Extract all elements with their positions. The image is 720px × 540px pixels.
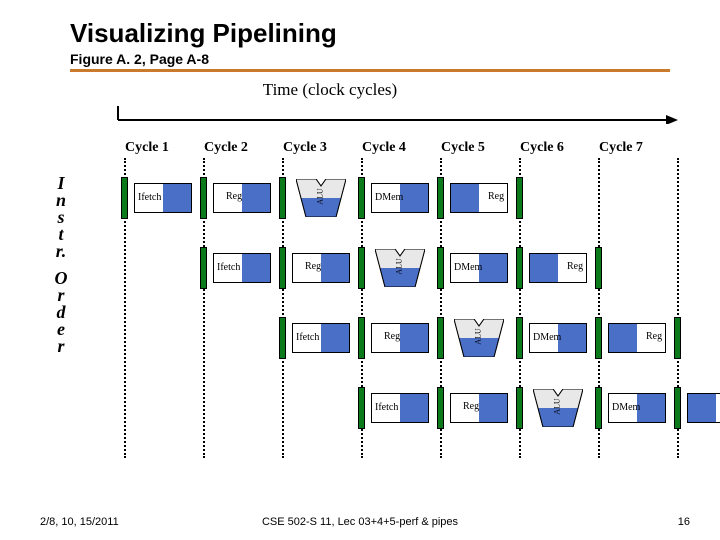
stage-reg-write: Reg: [440, 173, 519, 223]
stage-alu: ALU: [519, 383, 598, 433]
time-label: Time (clock cycles): [120, 80, 540, 100]
cycle-header: Cycle 5: [441, 140, 520, 156]
stage-reg-read: Reg: [203, 173, 282, 223]
stage-reg-read: Reg: [440, 383, 519, 433]
stage-reg-read: Reg: [282, 243, 361, 293]
time-axis-arrow: [110, 100, 680, 124]
stage-dmem: DMem: [519, 313, 598, 363]
stage-ifetch: Ifetch: [361, 383, 440, 433]
stage-reg-write: Reg: [598, 313, 677, 363]
stage-ifetch: Ifetch: [203, 243, 282, 293]
instruction-row: IfetchRegALUDMemReg: [110, 243, 700, 293]
stage-ifetch: Ifetch: [282, 313, 361, 363]
cycle-header: Cycle 3: [283, 140, 362, 156]
stage-alu: ALU: [282, 173, 361, 223]
stage-dmem: DMem: [361, 173, 440, 223]
pipeline-diagram: IfetchRegALUDMemRegIfetchRegALUDMemRegIf…: [110, 158, 700, 468]
cycle-header: Cycle 4: [362, 140, 441, 156]
instruction-row: IfetchRegALUDMemReg: [110, 173, 700, 223]
footer-page-num: 16: [678, 516, 690, 528]
cycle-header: Cycle 1: [125, 140, 204, 156]
stage-ifetch: Ifetch: [124, 173, 203, 223]
cycle-header: Cycle 7: [599, 140, 678, 156]
stage-dmem: DMem: [440, 243, 519, 293]
stage-alu: ALU: [361, 243, 440, 293]
page-title: Visualizing Pipelining: [70, 18, 720, 49]
stage-reg-write: Reg: [677, 383, 720, 433]
cycle-header: Cycle 6: [520, 140, 599, 156]
cycle-headers: Cycle 1Cycle 2Cycle 3Cycle 4Cycle 5Cycle…: [125, 140, 678, 156]
instruction-row: IfetchRegALUDMemReg: [110, 383, 700, 433]
stage-alu: ALU: [440, 313, 519, 363]
stage-dmem: DMem: [598, 383, 677, 433]
stage-reg-write: Reg: [519, 243, 598, 293]
page-subtitle: Figure A. 2, Page A-8: [70, 51, 720, 67]
footer-course: CSE 502-S 11, Lec 03+4+5-perf & pipes: [0, 516, 720, 528]
instr-order-label: Instr.Order: [54, 175, 68, 355]
title-underline: [70, 69, 670, 72]
cycle-header: Cycle 2: [204, 140, 283, 156]
instruction-row: IfetchRegALUDMemReg: [110, 313, 700, 363]
stage-reg-read: Reg: [361, 313, 440, 363]
